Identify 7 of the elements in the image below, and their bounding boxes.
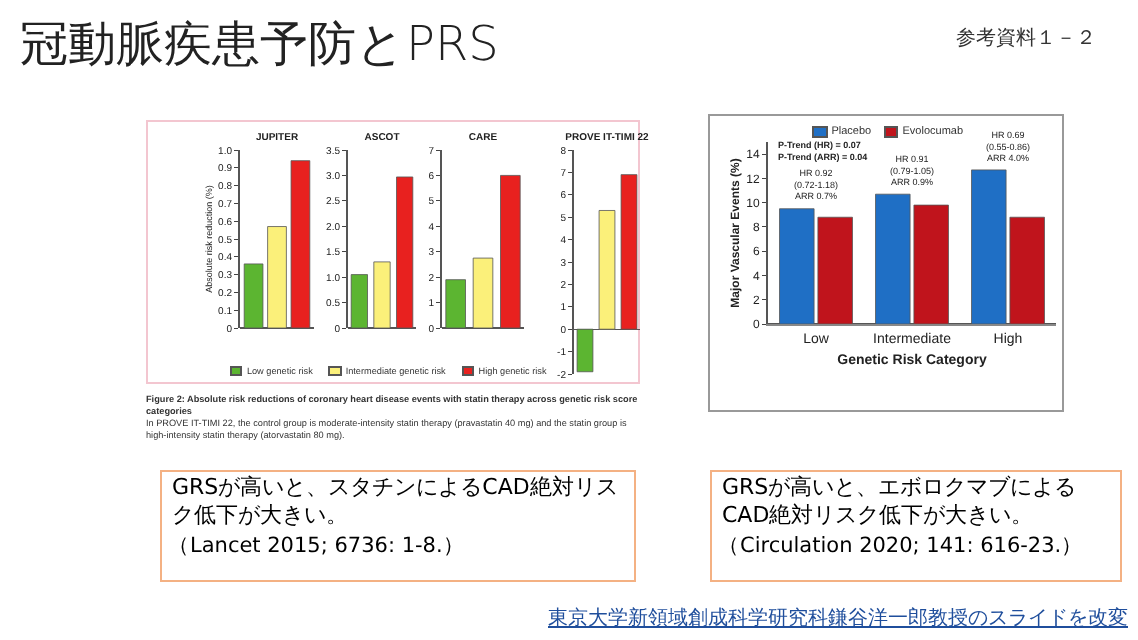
text: 参考資料１－２	[956, 25, 1096, 52]
text: GRSが高いと、エボロクマブによるCAD絶対リスク低下が大きい。	[722, 474, 1079, 530]
text: GRSが高いと、スタチンによるCAD絶対リスク低下が大きい。	[172, 474, 620, 530]
text: 東京大学新領域創成科学研究科鎌谷洋一郎教授のスライドを改変	[548, 605, 1128, 632]
text: （Circulation 2020; 141: 616-23.）	[718, 532, 1084, 560]
text: 冠動脈疾患予防とPRS	[20, 14, 499, 76]
text: （Lancet 2015; 6736: 1-8.）	[168, 532, 465, 560]
